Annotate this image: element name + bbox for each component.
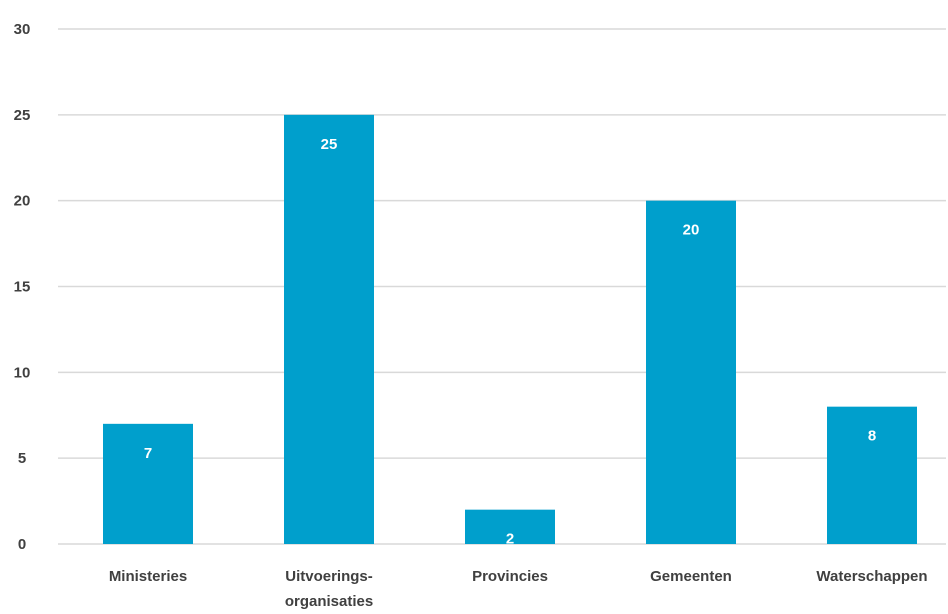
data-label-3: 20	[683, 222, 700, 239]
bar-1	[284, 114, 374, 544]
gridlines	[58, 28, 946, 545]
y-tick-label-20: 20	[14, 193, 31, 210]
x-axis-categories: Ministeries Uitvoerings-organisaties Provi…	[109, 568, 928, 610]
data-label-2: 2	[506, 531, 514, 548]
bar-2	[465, 509, 555, 544]
y-tick-label-15: 15	[14, 279, 31, 296]
y-tick-label-0: 0	[18, 536, 26, 553]
data-label-4: 8	[868, 428, 876, 445]
x-category-label-1-line-0: Uitvoerings-	[285, 568, 373, 585]
bar-3	[646, 200, 736, 544]
y-tick-label-25: 25	[14, 107, 31, 124]
x-category-label-1-line-1: organisaties	[285, 593, 373, 610]
data-labels: 7 25 2 20 8	[144, 136, 876, 548]
y-tick-label-30: 30	[14, 21, 31, 38]
y-tick-label-10: 10	[14, 364, 31, 381]
bar-4	[827, 406, 917, 544]
data-label-0: 7	[144, 445, 152, 462]
y-tick-label-5: 5	[18, 450, 26, 467]
bars	[103, 114, 917, 544]
x-category-label-4: Waterschappen	[816, 568, 927, 585]
data-label-1: 25	[321, 136, 338, 153]
x-category-label-3: Gemeenten	[650, 568, 732, 585]
x-category-label-0: Ministeries	[109, 568, 187, 585]
bar-0	[103, 423, 193, 544]
x-category-label-2: Provincies	[472, 568, 548, 585]
y-axis-ticks: 0 5 10 15 20 25 30	[14, 21, 31, 553]
